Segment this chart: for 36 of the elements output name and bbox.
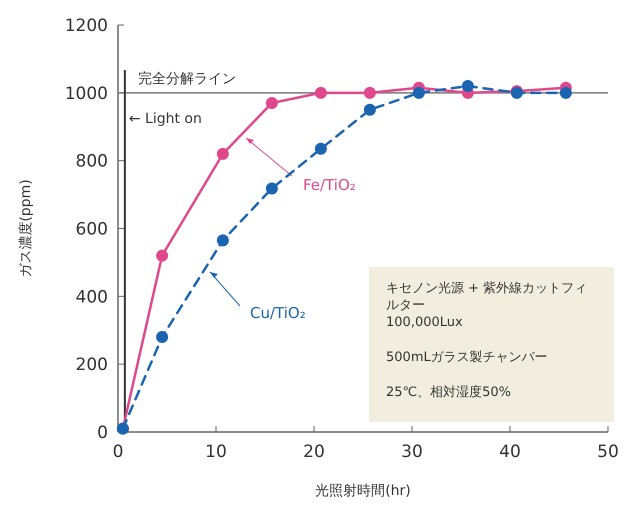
ref-line-label: ← Light on (128, 111, 202, 127)
annotation: 500mLガラス製チャンバー (386, 350, 548, 365)
x-tick-label: 0 (112, 442, 124, 462)
y-tick-label: 1000 (64, 84, 108, 104)
ref-line-label: 完全分解ライン (138, 70, 236, 87)
x-tick-label: 50 (597, 442, 619, 462)
point (560, 86, 572, 99)
point (266, 97, 278, 110)
text: Fe/TiO₂ (303, 176, 356, 194)
point (156, 250, 168, 262)
y-tick-label: 200 (76, 355, 108, 376)
x-tick-label: 20 (303, 442, 325, 462)
point (364, 86, 376, 99)
point (314, 142, 327, 155)
point (412, 86, 425, 99)
y-tick-label: 800 (76, 152, 108, 172)
y-tick-label: 0 (97, 423, 108, 443)
annotation: キセノン光源 + 紫外線カットフィルター (386, 281, 588, 313)
x-tick-label: 30 (401, 442, 423, 462)
x-tick-label: 10 (205, 442, 227, 462)
point (364, 104, 376, 116)
point (314, 86, 327, 99)
point (156, 331, 168, 344)
y-axis-title: ガス濃度(ppm) (18, 179, 34, 278)
annotation: 100,000Lux (386, 315, 464, 330)
point (462, 80, 474, 92)
x-axis-title: 光照射時間(hr) (315, 483, 411, 499)
y-tick-label: 600 (76, 220, 108, 240)
y-tick-label: 1200 (64, 16, 108, 36)
annotation: 25℃、相対湿度50% (386, 384, 512, 400)
point (216, 234, 229, 246)
x-tick-label: 40 (499, 442, 521, 462)
point (216, 148, 229, 160)
point (266, 182, 278, 194)
text: Cu/TiO₂ (250, 304, 306, 322)
y-tick-label: 400 (76, 287, 108, 308)
